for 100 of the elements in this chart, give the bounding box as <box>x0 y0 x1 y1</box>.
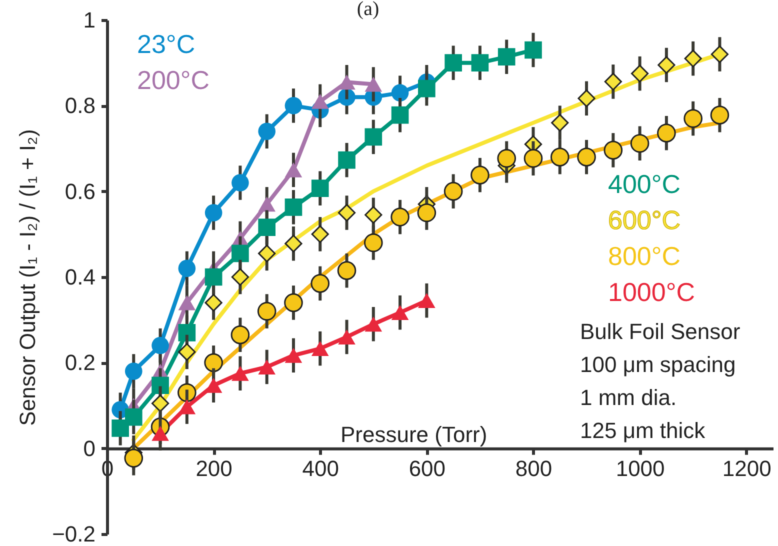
x-tick-label: 400 <box>302 456 339 481</box>
point <box>178 399 196 414</box>
point <box>258 122 276 140</box>
point <box>657 124 676 142</box>
point <box>178 295 196 310</box>
text: 200°C <box>137 65 210 95</box>
point <box>284 348 302 363</box>
point <box>578 90 596 108</box>
point <box>284 198 302 216</box>
point <box>338 329 356 344</box>
point <box>524 41 542 59</box>
point <box>604 140 623 160</box>
x-tick-label: 1200 <box>722 456 772 481</box>
point <box>258 196 276 212</box>
point <box>284 293 303 312</box>
point <box>284 97 302 114</box>
point <box>230 325 250 344</box>
point <box>418 80 436 98</box>
point <box>684 50 702 68</box>
point <box>577 148 596 166</box>
chart-title: (a) <box>356 0 380 20</box>
y-tick-label: 0 <box>83 436 96 461</box>
text: 23°C <box>137 29 196 59</box>
point <box>178 343 196 361</box>
y-axis-title: Sensor Output (I₁ - I₂) / (I₁ + I₂) <box>15 129 40 426</box>
point <box>337 261 356 280</box>
point <box>311 341 329 356</box>
point <box>658 56 676 74</box>
point <box>310 274 330 293</box>
y-tick-label: −0.2 <box>52 522 96 546</box>
point <box>152 426 169 441</box>
point <box>258 359 276 374</box>
y-tick-label: 1 <box>83 8 96 32</box>
point <box>338 74 356 90</box>
point <box>204 353 223 372</box>
x-tick-label: 600 <box>408 456 446 481</box>
point <box>338 204 356 222</box>
point <box>364 128 382 146</box>
annotation: 100 μm spacing <box>580 352 736 377</box>
x-tick-label: 1000 <box>616 456 665 481</box>
point <box>311 180 329 197</box>
point <box>684 109 702 128</box>
text: 600°C <box>608 205 681 235</box>
point <box>364 316 382 332</box>
point <box>364 76 382 92</box>
point <box>444 182 463 201</box>
point <box>258 218 276 236</box>
point <box>284 162 302 178</box>
point <box>417 203 436 222</box>
point <box>444 54 462 72</box>
text: 1000°C <box>608 277 696 307</box>
annotation: 125 μm thick <box>580 418 706 443</box>
point <box>178 260 196 278</box>
point <box>710 106 730 124</box>
point <box>418 293 436 308</box>
point <box>497 148 516 168</box>
point <box>204 204 222 222</box>
point <box>364 206 382 224</box>
point <box>178 324 196 342</box>
point <box>284 234 302 252</box>
point <box>550 148 570 166</box>
point <box>204 294 222 312</box>
point <box>470 166 490 184</box>
point <box>391 106 409 124</box>
point <box>551 114 569 132</box>
point <box>311 225 329 243</box>
x-tick-label: 200 <box>196 456 232 481</box>
point <box>390 208 410 226</box>
point <box>311 94 329 109</box>
y-tick-label: 0.8 <box>64 93 96 118</box>
y-tick-label: 0.4 <box>64 264 96 290</box>
point <box>232 244 249 262</box>
point <box>524 148 543 168</box>
point <box>604 72 622 90</box>
point <box>232 174 249 192</box>
point <box>710 45 729 64</box>
point <box>124 448 144 468</box>
text: 800°C <box>608 241 681 271</box>
text: 400°C <box>608 169 681 199</box>
point <box>630 134 650 153</box>
point <box>152 336 169 354</box>
point <box>338 151 356 169</box>
point <box>124 362 142 380</box>
point <box>498 48 516 66</box>
point <box>630 64 649 82</box>
x-axis-title: Pressure (Torr) <box>340 422 488 447</box>
point <box>391 305 409 320</box>
x-tick-label: 800 <box>515 456 552 481</box>
point <box>391 84 409 102</box>
point <box>364 233 383 252</box>
y-tick-label: 0.6 <box>64 178 96 204</box>
point <box>152 376 169 394</box>
point <box>124 408 142 426</box>
y-tick-label: 0.2 <box>64 350 96 376</box>
annotation: Bulk Foil Sensor <box>580 319 740 344</box>
point <box>232 366 249 381</box>
point <box>204 268 222 286</box>
point <box>231 268 250 286</box>
point <box>471 54 489 72</box>
point <box>151 394 170 412</box>
